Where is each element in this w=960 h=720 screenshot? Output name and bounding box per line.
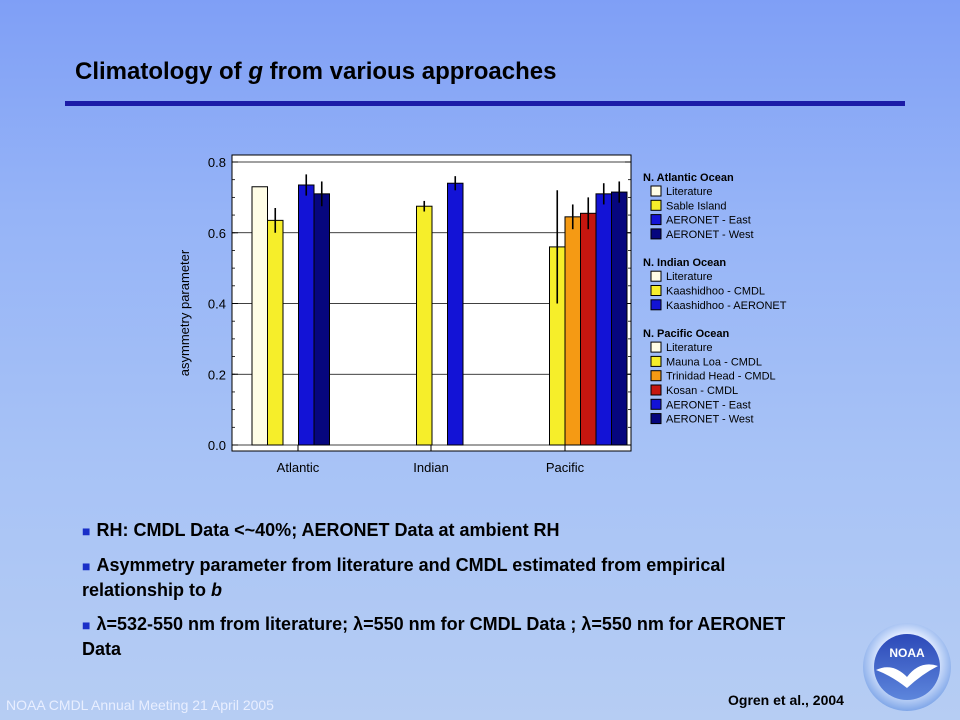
bullet-marker: ■ (82, 558, 91, 574)
legend-entry: Kaashidhoo - AERONET (666, 300, 787, 312)
legend-entry: Literature (666, 271, 712, 283)
legend-swatch (650, 398, 662, 410)
bullet-marker: ■ (82, 617, 91, 633)
bullet-rh: ■ RH: CMDL Data <~40%; AERONET Data at am… (82, 520, 560, 540)
slide-title: Climatology of g from various approaches (75, 58, 557, 85)
legend-swatch (650, 285, 662, 296)
legend-swatch (650, 228, 662, 240)
bar (251, 186, 268, 446)
y-axis-label: asymmetry parameter (177, 249, 192, 376)
legend-entry: AERONET - East (666, 399, 751, 411)
bullet-wavelength: ■ λ=532-550 nm from literature; λ=550 nm … (82, 614, 786, 659)
y-tick-label: 0.2 (208, 367, 226, 382)
y-tick-label: 0.6 (208, 226, 226, 241)
legend-title: N. Pacific Ocean (643, 328, 729, 340)
bar (416, 205, 433, 446)
footer-meeting: NOAA CMDL Annual Meeting 21 April 2005 (6, 697, 274, 713)
legend-entry: AERONET - West (666, 414, 754, 426)
title-underline (65, 101, 905, 106)
legend-swatch (650, 370, 662, 382)
bar (611, 191, 628, 446)
bullet-asymmetry: ■ Asymmetry parameter from literature and… (82, 555, 726, 600)
x-tick-label: Pacific (546, 460, 585, 475)
legend-swatch (650, 341, 662, 353)
x-tick-label: Atlantic (277, 460, 320, 475)
legend-swatch (650, 384, 662, 396)
bar (564, 216, 581, 446)
legend-swatch (650, 413, 662, 425)
legend-swatch (650, 299, 662, 311)
legend-entry: Literature (666, 186, 712, 198)
legend-entry: AERONET - West (666, 229, 754, 241)
bar (447, 182, 464, 446)
legend-entry: Mauna Loa - CMDL (666, 356, 762, 368)
bullet-marker: ■ (82, 523, 91, 539)
legend-entry: AERONET - East (666, 215, 751, 227)
bar (595, 193, 612, 446)
legend-swatch (650, 214, 662, 226)
bullet-list: ■ RH: CMDL Data <~40%; AERONET Data at am… (82, 518, 802, 671)
bar (267, 219, 284, 446)
asymmetry-parameter-chart: 0.0 0.2 0.4 0.6 0.8 asymmetry parameter Atlant… (177, 154, 787, 475)
legend-entry: Kosan - CMDL (666, 385, 738, 397)
bar (580, 212, 597, 446)
citation: Ogren et al., 2004 (728, 692, 844, 708)
y-tick-label: 0.0 (208, 438, 226, 453)
legend-swatch (650, 199, 662, 211)
x-tick-label: Indian (413, 460, 448, 475)
noaa-logo: NOAA (863, 623, 951, 711)
legend-swatch (650, 270, 662, 282)
legend-swatch (650, 355, 662, 367)
y-tick-label: 0.4 (208, 297, 226, 312)
legend-entry: Sable Island (666, 200, 727, 212)
legend-entry: Literature (666, 342, 712, 354)
legend-entry: Trinidad Head - CMDL (666, 371, 776, 383)
legend-title: N. Atlantic Ocean (643, 172, 734, 184)
bar (298, 184, 315, 446)
legend-entry: Kaashidhoo - CMDL (666, 286, 765, 298)
legend-title: N. Indian Ocean (643, 257, 726, 269)
y-tick-label: 0.8 (208, 155, 226, 170)
bar (313, 193, 330, 446)
legend-swatch (650, 185, 662, 197)
svg-text:NOAA: NOAA (889, 646, 925, 660)
